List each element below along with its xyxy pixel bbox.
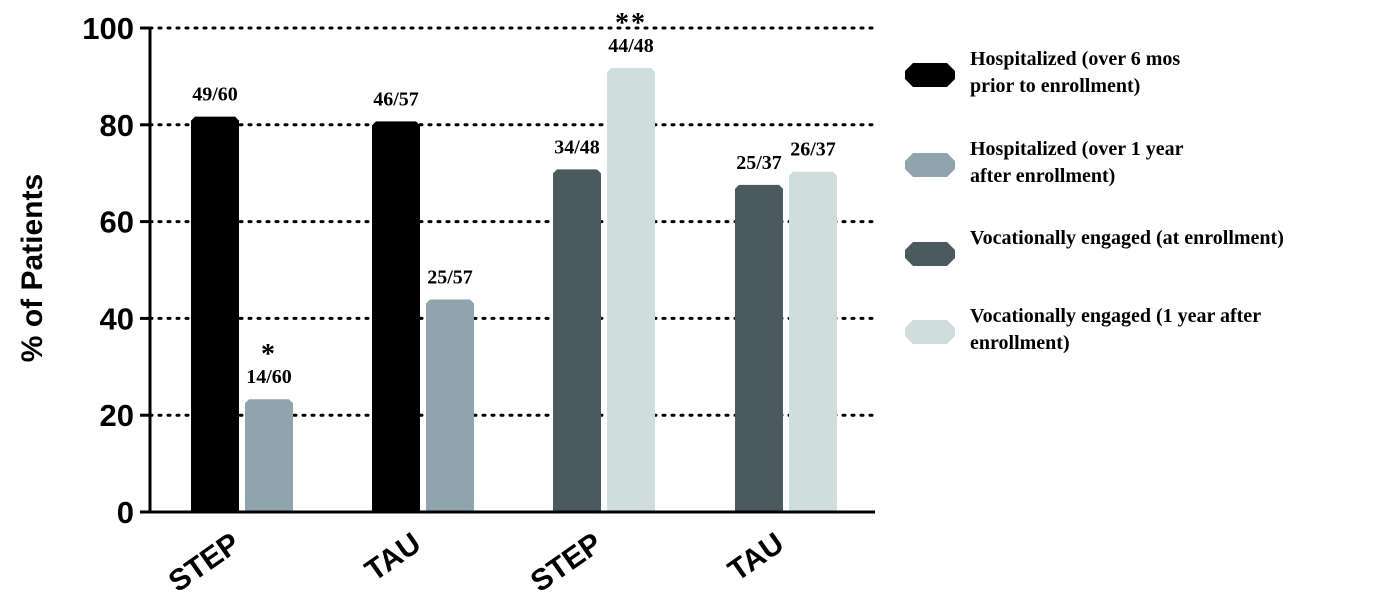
data-label: 14/60 <box>246 366 292 388</box>
bar <box>245 399 293 512</box>
data-label: 44/48 <box>608 35 654 57</box>
legend-swatch <box>905 153 955 177</box>
bar <box>372 121 420 513</box>
legend-swatch <box>905 320 955 344</box>
y-tick-label: 100 <box>82 11 134 46</box>
bar <box>735 184 783 513</box>
bar <box>553 169 601 512</box>
legend-label: Hospitalized (over 6 mos <box>970 48 1180 70</box>
legend-label: Vocationally engaged (at enrollment) <box>970 227 1284 249</box>
bars <box>191 68 837 513</box>
legend-item: Hospitalized (over 1 year after enrollmen… <box>905 138 1184 187</box>
data-label: 46/57 <box>373 88 419 110</box>
legend-swatch <box>905 242 955 266</box>
legend-swatch <box>905 63 955 87</box>
bar <box>426 299 474 512</box>
y-tick-label: 40 <box>100 301 134 336</box>
y-tick-label: 0 <box>117 495 134 530</box>
y-axis-title: % of Patients <box>16 174 49 362</box>
x-tick-label: STEP <box>525 527 608 599</box>
legend-label: enrollment) <box>970 332 1070 354</box>
significance-marker: ** <box>615 8 647 39</box>
legend: Hospitalized (over 6 mos prior to enrollm… <box>905 48 1284 354</box>
legend-label: Hospitalized (over 1 year <box>970 138 1184 160</box>
legend-item: Vocationally engaged (at enrollment) <box>905 227 1284 266</box>
y-tick-label: 20 <box>100 398 134 433</box>
bar <box>789 171 837 513</box>
data-label: 26/37 <box>790 139 836 161</box>
bar <box>191 116 239 513</box>
legend-label: prior to enrollment) <box>970 75 1140 97</box>
data-label: 34/48 <box>554 136 600 158</box>
legend-label: after enrollment) <box>970 165 1115 187</box>
data-label: 25/37 <box>736 152 782 174</box>
significance-marker: * <box>261 339 277 370</box>
legend-item: Vocationally engaged (1 year after enroll… <box>905 305 1261 354</box>
x-tick-label: TAU <box>359 527 427 588</box>
legend-item: Hospitalized (over 6 mos prior to enrollm… <box>905 48 1180 97</box>
y-tick-label: 80 <box>100 108 134 143</box>
data-label: 49/60 <box>192 84 238 106</box>
x-tick-label: STEP <box>163 527 246 599</box>
legend-label: Vocationally engaged (1 year after <box>970 305 1261 327</box>
bar <box>607 68 655 512</box>
data-labels: 49/60 14/60* 46/57 25/57 34/48 44/48** 25/37 26… <box>192 8 836 388</box>
x-tick-label: TAU <box>722 527 790 588</box>
y-tick-label: 60 <box>100 205 134 240</box>
data-label: 25/57 <box>427 267 473 289</box>
